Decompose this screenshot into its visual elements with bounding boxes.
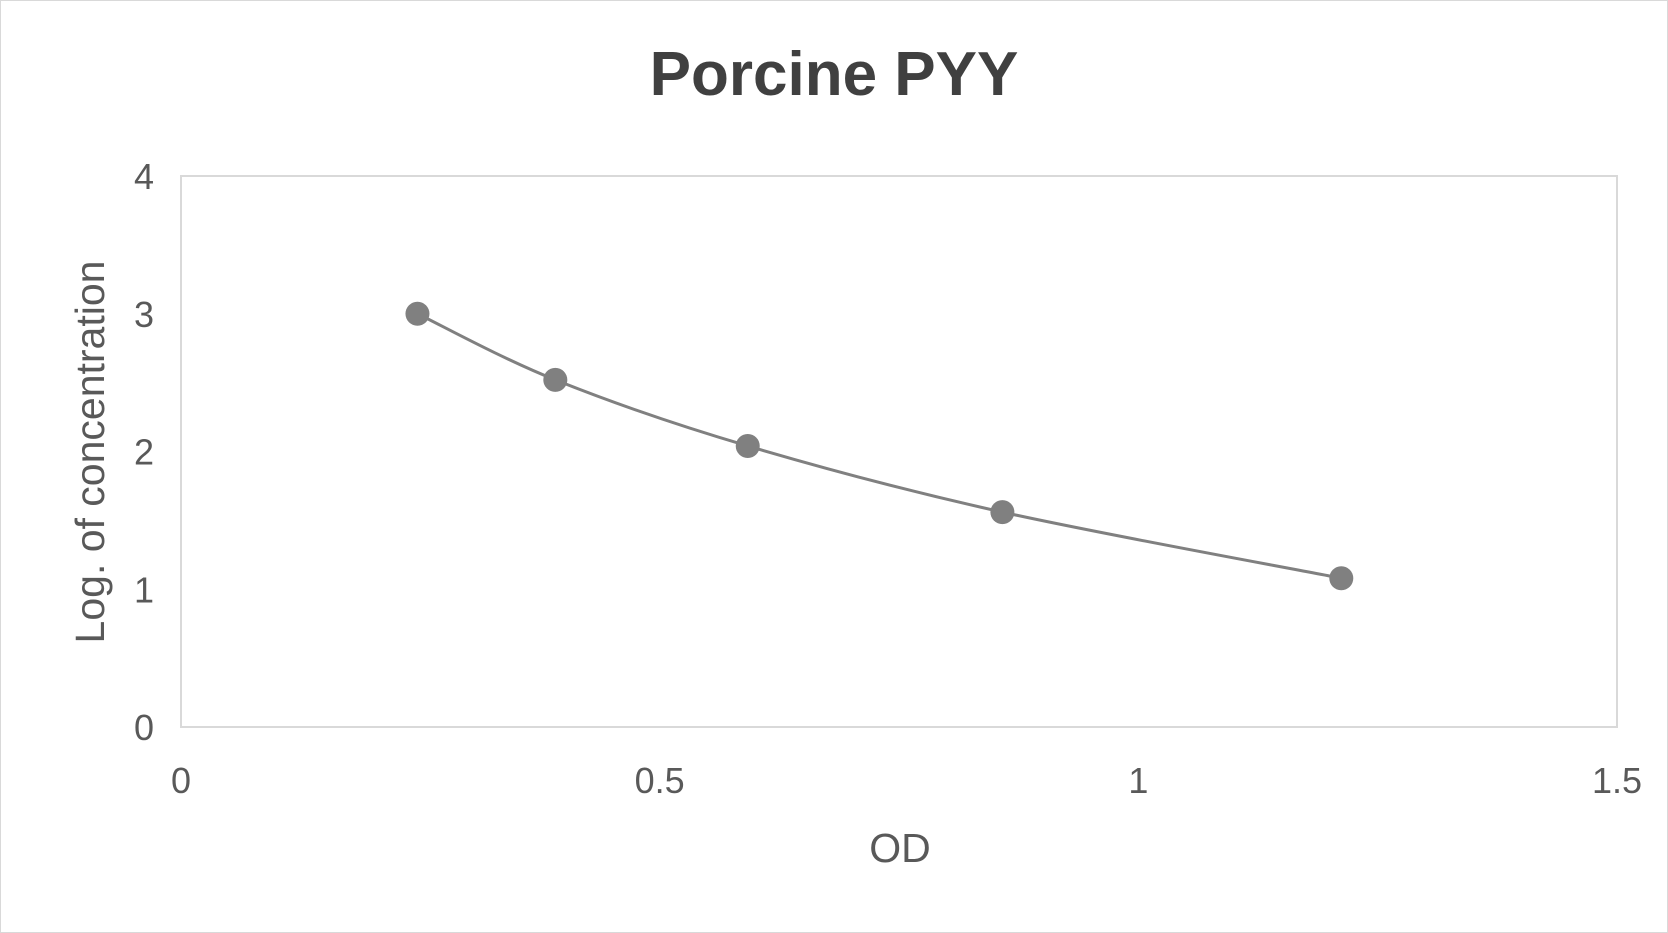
y-axis-ticks: 0 1 2 3 4 — [134, 156, 154, 748]
x-tick-label: 1.5 — [1592, 760, 1642, 801]
data-point — [1329, 566, 1354, 591]
plot-area — [180, 175, 1618, 728]
y-tick-label: 0 — [134, 707, 154, 748]
y-axis-title: Log. of concentration — [67, 261, 113, 644]
x-axis-ticks: 0 0.5 1 1.5 — [171, 760, 1642, 801]
y-tick-label: 4 — [134, 156, 154, 197]
data-points — [405, 301, 1354, 591]
data-point — [735, 433, 760, 458]
y-tick-label: 1 — [134, 569, 154, 610]
data-point — [405, 301, 430, 326]
y-tick-label: 2 — [134, 432, 154, 473]
x-axis-title: OD — [869, 825, 931, 871]
x-tick-label: 0 — [171, 760, 191, 801]
chart-title: Porcine PYY — [650, 40, 1019, 109]
y-tick-label: 3 — [134, 294, 154, 335]
x-tick-label: 0.5 — [635, 760, 685, 801]
series-line — [416, 312, 1342, 580]
data-point — [990, 500, 1015, 525]
data-point — [543, 367, 568, 392]
x-tick-label: 1 — [1128, 760, 1148, 801]
